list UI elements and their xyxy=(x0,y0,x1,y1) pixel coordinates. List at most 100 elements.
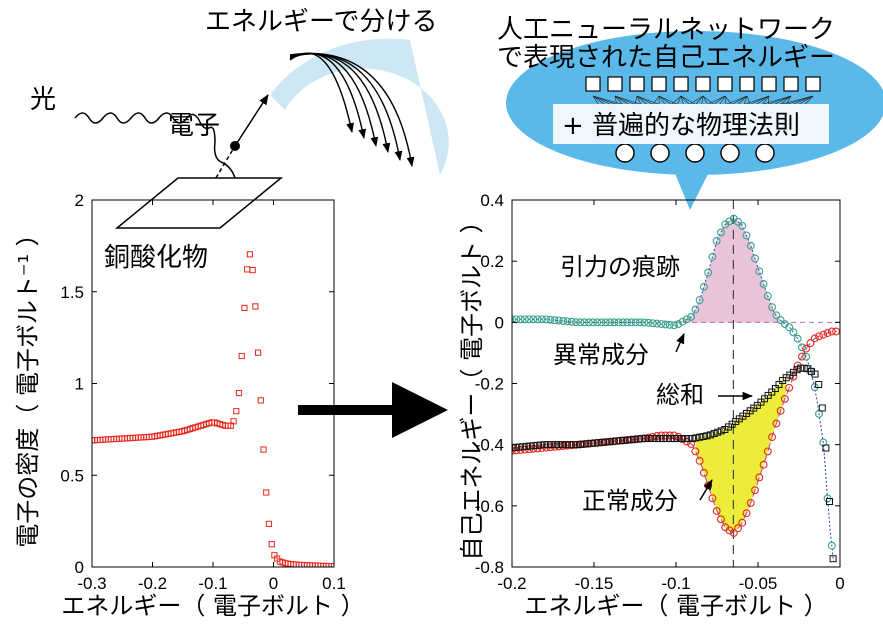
sum-point xyxy=(667,435,675,443)
nn-input-node xyxy=(761,76,777,92)
normal-point xyxy=(755,473,764,482)
anomalous-point xyxy=(657,320,666,328)
anomalous-point xyxy=(785,323,794,332)
sum-point xyxy=(559,441,567,449)
x-tick-label: -0.15 xyxy=(575,574,614,593)
sum-point xyxy=(631,435,639,443)
anomalous-point xyxy=(661,320,670,329)
density-point xyxy=(260,446,267,453)
normal-point xyxy=(776,406,785,415)
anomalous-point xyxy=(802,352,811,361)
normal-point xyxy=(798,352,806,361)
anomalous-point xyxy=(572,318,580,327)
normal-point xyxy=(819,330,828,339)
sum-point xyxy=(548,441,556,449)
nn-output-node xyxy=(615,143,635,163)
energy-arc xyxy=(289,52,415,167)
sum-point xyxy=(793,366,801,374)
sum-point xyxy=(768,388,776,396)
y-tick-label: 1 xyxy=(75,375,84,394)
sum-point xyxy=(815,381,823,389)
normal-point xyxy=(789,372,798,381)
sum-point xyxy=(710,430,718,438)
normal-point xyxy=(729,529,738,537)
sum-point xyxy=(540,441,548,449)
nn-input-node xyxy=(651,76,667,92)
sum-point xyxy=(515,443,523,451)
density-point xyxy=(252,303,259,310)
nn-input-node xyxy=(629,76,645,92)
anomalous-point xyxy=(648,319,657,328)
sum-point xyxy=(706,431,714,439)
anomalous-point xyxy=(691,305,700,314)
density-point xyxy=(265,520,273,527)
sum-point xyxy=(663,435,671,443)
anomalous-point xyxy=(704,268,713,277)
anomalous-point xyxy=(597,318,606,327)
anomalous-point xyxy=(755,267,764,276)
nn-output-node xyxy=(685,143,705,163)
x-tick-label: -0.05 xyxy=(739,574,778,593)
bubble-tail xyxy=(672,166,712,210)
anomalous-point xyxy=(584,318,593,327)
sample-plate xyxy=(114,177,284,229)
sum-point xyxy=(714,428,722,436)
energy-arcs-icon xyxy=(289,52,415,167)
y-tick-label: -0.8 xyxy=(475,558,504,577)
sum-point xyxy=(584,440,592,448)
y-tick-label: 1.5 xyxy=(60,283,84,302)
sum-point xyxy=(818,404,826,412)
anomalous-point xyxy=(554,316,563,325)
normal-point xyxy=(827,327,836,336)
anomalous-point xyxy=(734,217,742,226)
sum-point xyxy=(826,498,834,506)
normal-point xyxy=(763,447,772,456)
sum-point xyxy=(537,441,545,449)
normal-point xyxy=(802,344,811,353)
nn-input-node xyxy=(585,76,601,92)
anomalous-point xyxy=(644,318,653,327)
normal-point xyxy=(815,332,823,341)
nn-input-node xyxy=(695,76,711,92)
sum-point xyxy=(530,442,538,450)
normal-point xyxy=(806,339,815,348)
y-tick-label: -0.6 xyxy=(475,497,504,516)
right-x-axis-label: エネルギー（ 電子ボルト ） xyxy=(524,592,827,620)
sum-point xyxy=(551,441,559,449)
density-point xyxy=(257,397,264,404)
normal-point xyxy=(742,509,751,518)
neural-network-bubble: + 普遍的な物理法則 xyxy=(506,31,883,210)
y-tick-label: 0.5 xyxy=(60,466,84,485)
anomalous-point xyxy=(682,315,691,324)
x-tick-label: -0.2 xyxy=(497,574,526,593)
sum-point xyxy=(771,385,779,393)
photoemission-schematic: 光 電子 xyxy=(30,38,449,229)
material-label: 銅酸化物 xyxy=(104,243,208,273)
sum-point xyxy=(512,444,516,452)
x-tick-label: 0.1 xyxy=(322,574,346,593)
density-point xyxy=(230,418,237,425)
anomalous-point xyxy=(550,316,559,325)
sum-point xyxy=(555,441,563,449)
normal-point xyxy=(823,329,832,338)
anomalous-point xyxy=(674,320,683,329)
anomalous-point xyxy=(738,221,747,230)
anomalous-point xyxy=(542,315,551,324)
density-point xyxy=(244,266,251,273)
sum-point xyxy=(696,433,704,441)
anomalous-point xyxy=(678,317,687,326)
anomalous-point xyxy=(716,228,725,237)
anomalous-point xyxy=(610,318,619,327)
sum-point xyxy=(566,441,574,449)
anomalous-point xyxy=(606,318,615,327)
physics-law-box xyxy=(553,104,829,144)
sum-point xyxy=(775,380,783,388)
nn-input-node xyxy=(717,76,733,92)
sum-point xyxy=(638,435,646,443)
annotation-attraction-trace: 引力の痕跡 xyxy=(560,253,680,281)
y-tick-label: 0 xyxy=(495,313,504,332)
anomalous-point xyxy=(618,318,627,327)
normal-point xyxy=(746,498,755,507)
sum-point xyxy=(522,442,530,450)
y-tick-label: 2 xyxy=(75,191,84,210)
